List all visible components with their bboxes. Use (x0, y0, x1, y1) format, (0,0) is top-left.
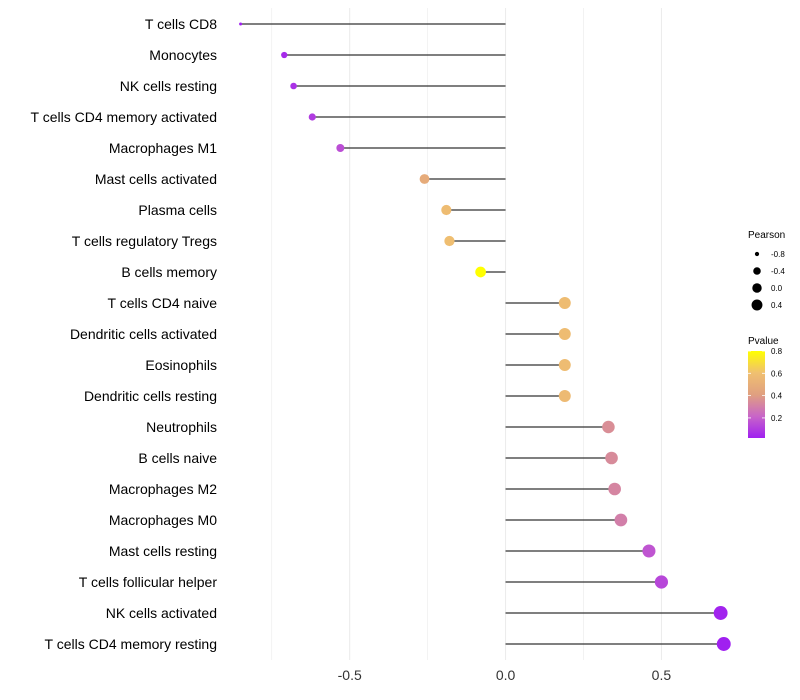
category-label: T cells CD4 naive (108, 295, 218, 311)
category-label: Dendritic cells resting (84, 388, 217, 404)
lollipop-dot (419, 174, 430, 184)
size-legend-dot (751, 299, 763, 311)
category-label: Mast cells resting (109, 543, 217, 559)
lollipop-dot (713, 606, 728, 620)
lollipop-dot (444, 235, 455, 247)
category-label: Dendritic cells activated (70, 326, 217, 342)
size-legend-dot (752, 283, 762, 293)
size-legend-label: 0.0 (771, 284, 783, 293)
color-legend-label: 0.6 (771, 369, 783, 378)
lollipop-dot (558, 297, 571, 309)
lollipop-dot (602, 420, 615, 434)
size-legend-dot (754, 251, 760, 257)
lollipop-dot (716, 637, 731, 651)
size-legend-label: 0.4 (771, 301, 783, 310)
lollipop-dot (614, 513, 628, 527)
size-legend-label: -0.4 (771, 267, 785, 276)
category-label: Plasma cells (138, 202, 217, 218)
size-legend: Pearson -0.8 -0.4 0.0 0.4 (748, 230, 785, 311)
category-label: Neutrophils (146, 419, 217, 435)
color-legend-label: 0.2 (771, 414, 783, 423)
color-legend: Pvalue 0.8 0.6 0.4 0.2 (748, 336, 783, 438)
category-label: T cells regulatory Tregs (72, 233, 217, 249)
lollipop-dot (441, 204, 452, 216)
lollipop-dot (558, 328, 571, 340)
lollipop-dot (605, 451, 618, 465)
size-legend-title: Pearson (748, 230, 785, 241)
lollipop-dot (239, 22, 243, 26)
size-legend-label: -0.8 (771, 250, 785, 259)
lollipop-dot (290, 82, 297, 90)
size-legend-dot (753, 267, 761, 275)
dot-layer (239, 22, 731, 651)
lollipop-dot (654, 575, 669, 589)
lollipop-dot (475, 266, 486, 278)
category-label: T cells follicular helper (79, 574, 218, 590)
category-label: Monocytes (149, 47, 217, 63)
lollipop-dot (608, 482, 621, 496)
color-legend-label: 0.4 (771, 392, 783, 401)
pvalue-color-bar (748, 351, 765, 438)
x-tick-layer: -0.5 0.0 0.5 (338, 667, 672, 683)
category-label: T cells CD4 memory activated (31, 109, 217, 125)
stem-layer (240, 23, 724, 645)
category-label: NK cells resting (120, 78, 217, 94)
category-label: B cells memory (121, 264, 217, 280)
category-label: Macrophages M2 (109, 481, 217, 497)
lollipop-dot (558, 390, 571, 402)
category-label: T cells CD8 (145, 16, 217, 32)
x-tick-label: -0.5 (338, 667, 362, 683)
category-label: Macrophages M1 (109, 140, 217, 156)
lollipop-dot (308, 113, 316, 121)
grid-layer (271, 8, 662, 660)
lollipop-dot (281, 51, 288, 59)
category-label: Eosinophils (145, 357, 217, 373)
category-label: Mast cells activated (95, 171, 217, 187)
category-label: Macrophages M0 (109, 512, 217, 528)
lollipop-dot (336, 144, 345, 152)
category-label-layer: T cells CD8 Monocytes NK cells resting T ce… (31, 16, 218, 652)
lollipop-dot (558, 359, 571, 371)
x-tick-label: 0.5 (652, 667, 672, 683)
category-label: NK cells activated (106, 605, 217, 621)
color-legend-label: 0.8 (771, 347, 783, 356)
color-legend-title: Pvalue (748, 336, 779, 347)
category-label: B cells naive (138, 450, 217, 466)
x-tick-label: 0.0 (496, 667, 516, 683)
lollipop-dot (642, 544, 656, 558)
category-label: T cells CD4 memory resting (45, 636, 217, 652)
